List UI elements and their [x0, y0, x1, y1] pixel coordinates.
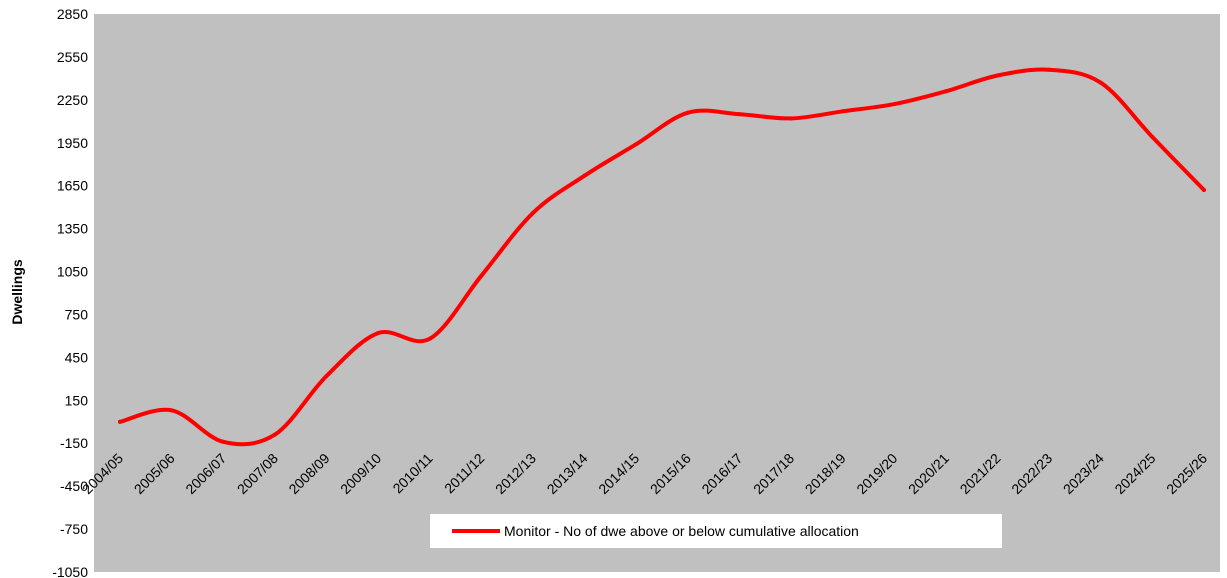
y-tick-label: 1050: [57, 264, 88, 280]
y-tick-label: 150: [65, 392, 89, 408]
y-ticks: -1050 -750 -450 -150 150 450 750 1050 1350 1650 19…: [52, 6, 88, 578]
data-point: [582, 173, 587, 178]
data-point: [943, 89, 948, 94]
series-group: [118, 67, 1206, 447]
data-point: [324, 373, 329, 378]
y-tick-label: -1050: [52, 564, 88, 578]
data-point: [737, 112, 742, 117]
plot-area: [94, 14, 1220, 572]
y-tick-label: 2250: [57, 92, 88, 108]
data-point: [1098, 80, 1103, 85]
y-tick-label: 1350: [57, 221, 88, 237]
data-point: [1150, 135, 1155, 140]
series-line: [118, 67, 1206, 447]
data-point: [530, 210, 535, 215]
data-point: [995, 73, 1000, 78]
data-point: [1047, 67, 1052, 72]
y-tick-label: -450: [60, 478, 88, 494]
data-point: [685, 110, 690, 115]
data-point: [427, 336, 432, 341]
y-tick-label: 2850: [57, 6, 88, 22]
data-point: [169, 408, 174, 413]
data-point: [840, 109, 845, 114]
data-point: [479, 273, 484, 278]
legend: Monitor - No of dwe above or below cumul…: [430, 514, 1002, 548]
data-point: [789, 116, 794, 121]
y-axis-label: Dwellings: [9, 259, 25, 325]
data-point: [376, 331, 381, 336]
y-tick-label: 750: [65, 306, 89, 322]
legend-box: [430, 514, 1002, 548]
y-tick-label: 450: [65, 349, 89, 365]
data-point: [634, 142, 639, 147]
y-tick-label: 1950: [57, 135, 88, 151]
y-tick-label: 2550: [57, 49, 88, 65]
legend-label: Monitor - No of dwe above or below cumul…: [504, 523, 859, 539]
data-point: [118, 419, 122, 424]
y-tick-label: 1650: [57, 178, 88, 194]
y-tick-label: -750: [60, 521, 88, 537]
data-point: [892, 102, 897, 107]
data-point: [272, 432, 277, 437]
data-point: [221, 439, 226, 444]
data-point: [1202, 187, 1206, 192]
y-tick-label: -150: [60, 435, 88, 451]
